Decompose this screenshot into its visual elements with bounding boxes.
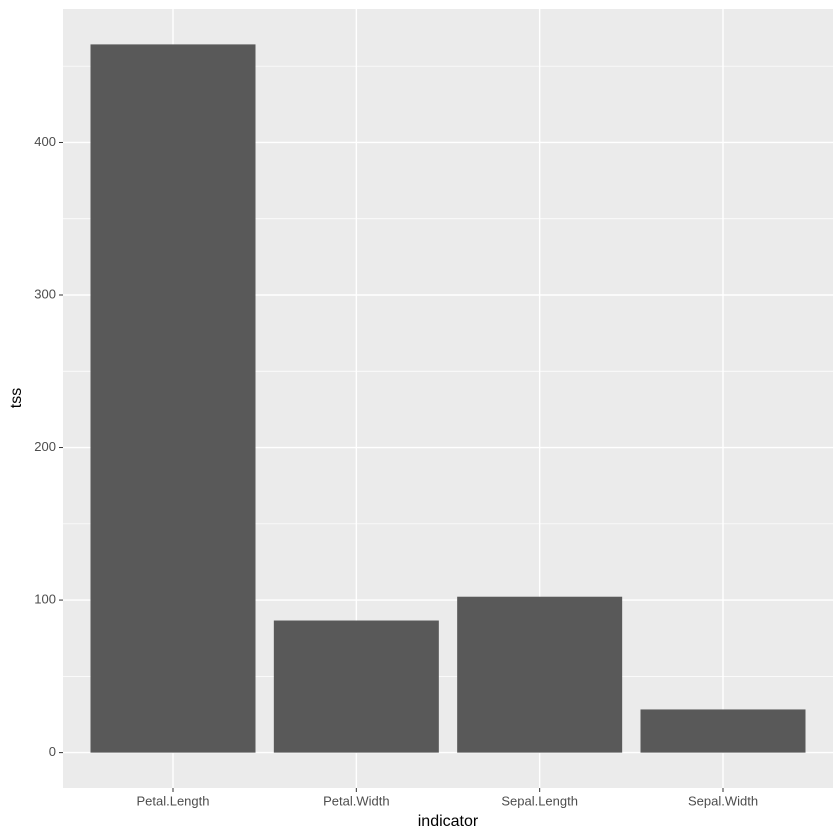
- x-tick-label: Petal.Width: [323, 793, 389, 808]
- bar: [273, 620, 439, 753]
- y-tick-label: 400: [34, 134, 56, 149]
- x-tick-label: Petal.Length: [136, 793, 209, 808]
- bar: [640, 709, 806, 753]
- x-axis-title: indicator: [418, 813, 479, 830]
- y-tick-label: 0: [49, 744, 56, 759]
- y-tick-label: 100: [34, 592, 56, 607]
- y-axis-title: tss: [8, 388, 25, 408]
- x-tick-label: Sepal.Width: [688, 793, 758, 808]
- x-tick-label: Sepal.Length: [501, 793, 578, 808]
- y-tick-label: 300: [34, 286, 56, 301]
- y-tick-label: 200: [34, 439, 56, 454]
- bar: [457, 596, 623, 753]
- bar: [90, 44, 256, 753]
